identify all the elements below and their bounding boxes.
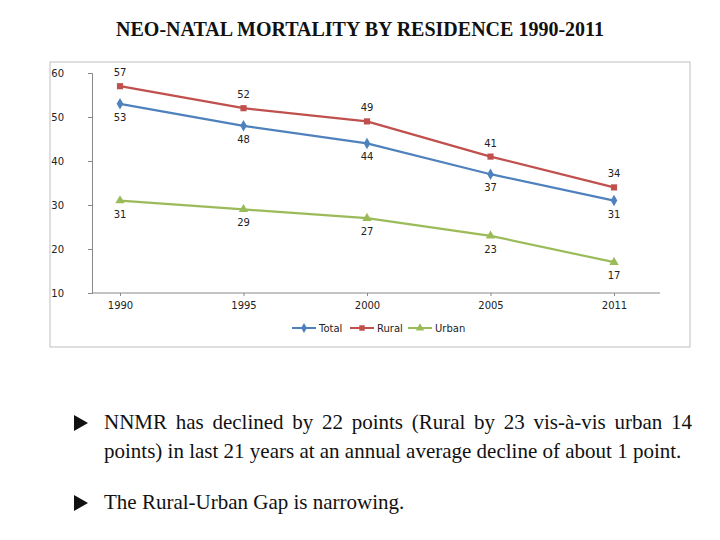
series-marker [117,83,123,89]
data-label: 31 [608,209,621,220]
plot-area [115,83,618,265]
data-label: 57 [114,67,127,78]
legend-item: Rural [350,323,403,334]
y-tick-label: 40 [51,156,64,167]
data-label: 29 [237,217,250,228]
legend-label: Rural [377,323,403,334]
y-axis-line [88,74,93,294]
y-tick-label: 20 [51,244,64,255]
y-axis: 10 20 30 40 50 60 [51,68,92,299]
data-label: 49 [361,102,374,113]
series-marker [487,154,493,160]
series-marker [115,195,124,203]
legend-marker [301,323,307,333]
data-labels: 53 48 44 37 31 57 52 49 41 34 31 29 27 23 17 [114,67,621,281]
series-marker [240,120,247,131]
y-tick-mark [88,73,92,74]
x-tick-mark [120,293,121,296]
data-label: 27 [361,226,374,237]
y-tick-mark [88,249,92,250]
legend: Total Rural Urban [292,323,465,334]
series-marker [487,168,494,179]
series-marker [364,118,370,124]
series-marker [364,138,371,149]
x-tick-mark [244,293,245,296]
y-tick-label: 10 [51,288,64,299]
legend-label: Urban [435,323,465,334]
y-tick-label: 30 [51,200,64,211]
legend-label: Total [318,323,342,334]
y-tick-label: 60 [51,68,64,79]
x-tick-label: 2011 [602,300,627,311]
series-marker [239,204,248,212]
y-tick-mark [88,205,92,206]
x-tick-mark [614,293,615,296]
data-label: 37 [484,182,497,193]
x-tick: 2000 [355,293,380,311]
data-label: 41 [484,138,497,149]
x-tick-label: 1990 [108,300,133,311]
y-tick: 30 [51,200,92,211]
y-tick-mark [88,117,92,118]
legend-marker [416,323,424,330]
legend-item: Total [292,323,342,334]
series-marker [611,184,617,190]
x-tick-label: 1995 [231,300,256,311]
x-tick-mark [367,293,368,296]
data-label: 52 [237,89,250,100]
data-label: 31 [114,209,127,220]
series-line [120,86,614,187]
chart-frame [50,62,690,347]
y-tick-mark [88,161,92,162]
legend-item: Urban [408,323,465,334]
series-marker [486,230,495,238]
x-tick: 1990 [108,293,133,311]
x-axis-line [92,293,660,294]
data-label: 44 [361,151,374,162]
series-marker [609,257,618,265]
x-tick-label: 2000 [355,300,380,311]
title: NEO-NATAL MORTALITY BY RESIDENCE 1990-20… [116,18,604,40]
annotation: NNMR has declined by 22 points (Rural by… [72,408,692,466]
y-tick-mark [88,293,92,294]
annotation: The Rural-Urban Gap is narrowing. [72,488,692,517]
annotation-text: The Rural-Urban Gap is narrowing. [104,490,404,514]
data-label: 48 [237,134,250,145]
chart: NEO-NATAL MORTALITY BY RESIDENCE 1990-20… [0,0,720,400]
legend-marker [359,325,364,330]
y-tick: 20 [51,244,92,255]
y-tick-label: 50 [51,112,64,123]
series-marker [611,195,618,206]
x-axis: 1990 1995 2000 2005 2011 [92,293,660,311]
series-marker [240,105,246,111]
notes: NNMR has declined by 22 points (Rural by… [72,408,692,539]
y-tick: 10 [51,288,92,299]
bullet [74,415,88,431]
annotation-text: NNMR has declined by 22 points (Rural by… [104,410,692,463]
x-tick: 2005 [478,293,503,311]
x-tick: 2011 [602,293,627,311]
y-tick: 50 [51,112,92,123]
series-line [120,201,614,263]
data-label: 53 [114,112,127,123]
x-tick: 1995 [231,293,256,311]
x-tick-mark [491,293,492,296]
y-tick: 60 [51,68,92,79]
x-tick-label: 2005 [478,300,503,311]
data-label: 34 [608,168,621,179]
series-marker [362,213,371,221]
data-label: 17 [608,270,621,281]
y-tick: 40 [51,156,92,167]
series-marker [117,98,124,109]
series-line [120,104,614,201]
data-label: 23 [484,244,497,255]
bullet [74,495,88,511]
